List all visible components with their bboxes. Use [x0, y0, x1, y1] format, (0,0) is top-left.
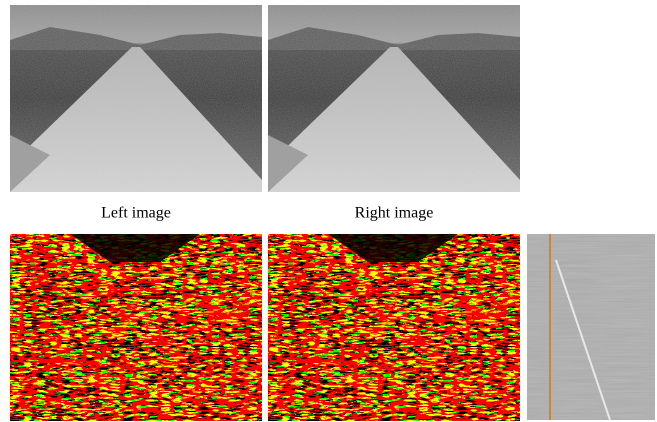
right-image [268, 5, 520, 192]
figure-canvas: Left image Right image [0, 0, 657, 422]
caption: Right image [355, 205, 434, 222]
left-image [10, 5, 262, 192]
right-edge-image [268, 234, 520, 421]
caption: Left image [101, 205, 171, 222]
cost-image [527, 234, 655, 420]
figure: Left image Right image [0, 0, 657, 422]
left-edge-image [10, 234, 262, 421]
